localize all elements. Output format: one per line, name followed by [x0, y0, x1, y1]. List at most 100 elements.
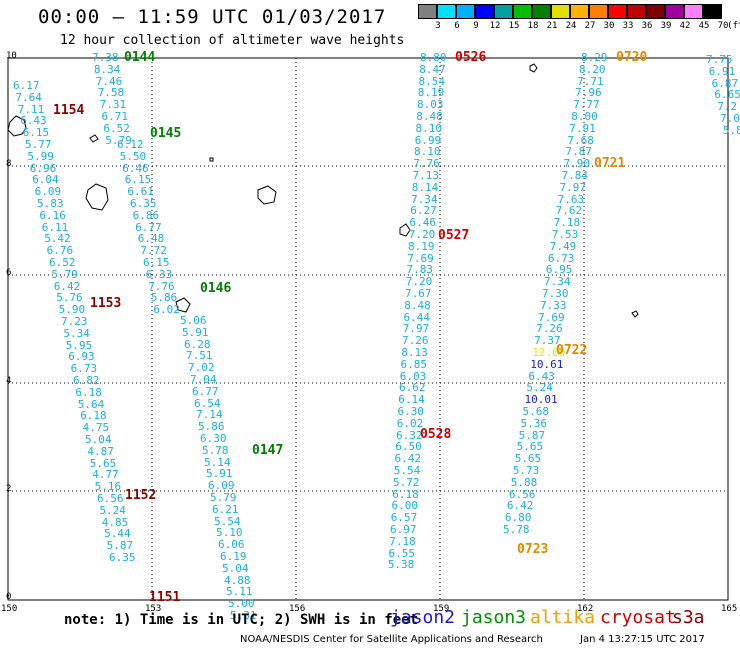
- pass-time-label: 0528: [420, 427, 452, 442]
- pass-time-label: 0144: [124, 50, 156, 65]
- colorbar-label: 36: [641, 21, 653, 31]
- wave-height-value: 7.53: [551, 228, 579, 241]
- wave-height-value: 5.79: [51, 267, 78, 281]
- timestamp: Jan 4 13:27:15 UTC 2017: [580, 634, 705, 645]
- wave-height-value: 8.54: [418, 74, 446, 88]
- island-coastline: [175, 297, 191, 313]
- wave-height-value: 7.51: [186, 349, 213, 363]
- island-coastline: [529, 63, 538, 73]
- wave-height-value: 4.77: [92, 468, 119, 482]
- wave-height-value: 6.52: [103, 121, 130, 135]
- wave-height-value: 6.82: [73, 374, 100, 387]
- colorbar-swatch: [608, 4, 627, 19]
- wave-height-value: 7.91: [569, 121, 596, 135]
- wave-height-value: 8.29: [581, 51, 608, 64]
- wave-height-value: 7.69: [538, 310, 565, 324]
- longitude-label: 162: [577, 604, 594, 614]
- wave-height-value: 7.33: [540, 298, 567, 312]
- wave-height-value: 5.24: [99, 503, 126, 517]
- wave-height-value: 5.91: [182, 325, 209, 339]
- wave-height-value: 5.65: [89, 456, 117, 470]
- wave-height-value: 8.10: [415, 121, 443, 135]
- wave-height-value: 6.15: [143, 256, 170, 269]
- wave-height-value: 5.91: [206, 467, 233, 481]
- wave-height-value: 5.65: [516, 440, 544, 454]
- wave-height-value: 6.30: [397, 405, 425, 418]
- wave-height-value: 6.00: [391, 499, 419, 513]
- wave-height-value: 6.76: [46, 244, 74, 258]
- wave-height-value: 7.71: [577, 74, 604, 88]
- wave-height-value: 6.96: [29, 161, 57, 175]
- colorbar-label: 70: [717, 21, 729, 31]
- wave-height-value: 7.37: [534, 334, 561, 348]
- colorbar-swatch: [456, 4, 475, 19]
- longitude-label: 159: [433, 604, 450, 614]
- wave-height-value: 5.31: [230, 609, 257, 622]
- wave-height-value: 5.76: [56, 291, 83, 305]
- legend-jason2: jason2: [390, 607, 456, 628]
- wave-height-value: 4.75: [82, 421, 110, 435]
- latitude-label: 6: [6, 268, 12, 278]
- page-title: 00:00 – 11:59 UTC 01/03/2017: [38, 6, 387, 28]
- colorbar-swatch: [475, 4, 494, 19]
- wave-height-value: 6.77: [135, 220, 162, 234]
- latitude-label: 10: [6, 51, 17, 61]
- wave-height-value: 8.13: [401, 346, 428, 359]
- wave-height-value: 5.14: [204, 455, 231, 469]
- colorbar-label: 21: [546, 21, 558, 31]
- wave-height-value: 7.34: [544, 275, 571, 289]
- wave-height-value: 4.85: [101, 515, 129, 529]
- wave-height-value: 8.48: [404, 298, 431, 312]
- longitude-label: 153: [145, 604, 162, 614]
- wave-height-value: 5.06: [180, 314, 207, 327]
- wave-height-value: 5.42: [44, 232, 71, 246]
- wave-height-value: 7.77: [573, 98, 600, 112]
- wave-height-value: 6.48: [137, 232, 165, 246]
- wave-height-value: 5.44: [104, 527, 131, 541]
- wave-height-value: 6.09: [208, 479, 235, 493]
- wave-height-value: 7.20: [405, 275, 433, 289]
- legend-cryosat: cryosat: [600, 607, 676, 628]
- wave-height-value: 7.38: [92, 51, 119, 64]
- wave-height-value: 6.42: [53, 279, 81, 293]
- legend-altika: altika: [530, 607, 596, 628]
- wave-height-value: 6.33: [145, 267, 173, 281]
- island-coastline: [631, 310, 639, 318]
- colorbar-swatch: [589, 4, 608, 19]
- wave-height-value: 6.06: [218, 538, 245, 552]
- pass-time-label: 0721: [594, 156, 626, 171]
- page-subtitle: 12 hour collection of altimeter wave hei…: [60, 33, 405, 48]
- wave-height-value: 5.73: [512, 464, 540, 477]
- wave-height-value: 8.00: [571, 110, 598, 123]
- island-coastline: [7, 115, 27, 137]
- wave-height-value: 5.11: [226, 585, 253, 599]
- wave-height-value: 8.10: [414, 145, 441, 159]
- wave-height-value: 7.84: [561, 169, 589, 182]
- wave-height-value: 5.00: [228, 597, 255, 611]
- wave-height-value: 5.88: [510, 475, 538, 489]
- colorbar-swatch: [570, 4, 589, 19]
- colorbar-label: 39: [660, 21, 672, 31]
- wave-height-value: 6.56: [97, 492, 124, 505]
- wave-height-value: 6.52: [49, 256, 76, 269]
- wave-height-value: 4.87: [87, 444, 114, 458]
- wave-height-value: 6.95: [545, 263, 573, 277]
- wave-height-value: 6.57: [390, 511, 418, 525]
- wave-height-value: 7.18: [553, 216, 581, 230]
- wave-height-value: 5.36: [520, 416, 548, 430]
- wave-height-value: 6.71: [101, 110, 129, 123]
- wave-height-value: 7.46: [95, 74, 123, 88]
- wave-height-value: 7.26: [402, 334, 429, 348]
- colorbar-label: 6: [454, 21, 460, 31]
- wave-height-value: 7.02: [188, 361, 215, 375]
- latitude-label: 8: [6, 159, 12, 169]
- colorbar-label: 15: [508, 21, 520, 31]
- colorbar-label: 33: [622, 21, 634, 31]
- legend-s3a: s3a: [672, 607, 705, 628]
- wave-height-value: 5.72: [393, 475, 420, 489]
- wave-height-value: 7.76: [148, 279, 175, 293]
- wave-height-value: 7.63: [557, 192, 585, 206]
- wave-height-value: 7.67: [405, 287, 432, 300]
- wave-height-value: 7.20: [408, 228, 436, 241]
